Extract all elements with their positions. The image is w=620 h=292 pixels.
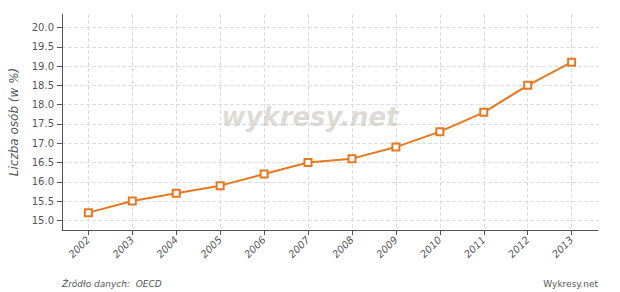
svg-text:2012: 2012 [506,234,532,260]
svg-text:15.5: 15.5 [32,196,54,207]
svg-text:19.0: 19.0 [32,61,54,72]
svg-text:18.0: 18.0 [32,99,54,110]
svg-text:Źródło danych: OECD: Źródło danych: OECD [61,278,162,289]
svg-text:Liczba osób (w %): Liczba osób (w %) [7,68,21,176]
svg-text:2008: 2008 [330,234,356,260]
svg-text:2003: 2003 [110,234,136,260]
svg-text:2005: 2005 [198,234,224,260]
svg-text:wykresy.net: wykresy.net [221,102,400,132]
svg-text:2010: 2010 [418,234,444,260]
svg-text:18.5: 18.5 [32,80,54,91]
svg-text:2013: 2013 [550,234,576,260]
svg-text:15.0: 15.0 [32,215,54,226]
svg-text:2009: 2009 [374,234,400,260]
svg-text:16.0: 16.0 [32,176,54,187]
svg-text:19.5: 19.5 [32,41,54,52]
svg-text:2006: 2006 [242,234,268,260]
svg-text:2011: 2011 [462,234,488,260]
svg-text:17.5: 17.5 [32,118,54,129]
svg-text:17.0: 17.0 [32,138,54,149]
svg-text:Wykresy.net: Wykresy.net [543,279,598,289]
svg-text:2007: 2007 [286,234,312,260]
svg-text:2004: 2004 [154,234,180,260]
svg-text:20.0: 20.0 [32,22,54,33]
svg-text:2002: 2002 [66,234,92,260]
svg-text:16.5: 16.5 [32,157,54,168]
